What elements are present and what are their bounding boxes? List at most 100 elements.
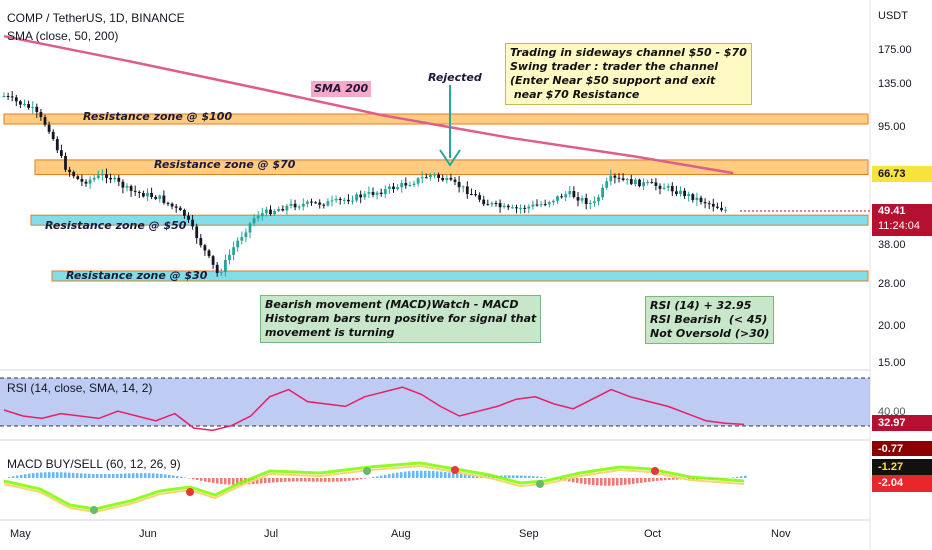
candle-body xyxy=(133,190,137,192)
last-price-badge: 49.41 11:24:04 xyxy=(872,204,932,236)
candle-body xyxy=(617,177,621,179)
candle-body xyxy=(412,183,416,185)
macd-histogram-bar xyxy=(580,478,583,484)
macd-histogram-bar xyxy=(356,478,359,480)
macd-histogram-bar xyxy=(664,478,667,481)
macd-histogram-bar xyxy=(624,478,627,485)
sma200-value-badge: 66.73 xyxy=(872,166,932,182)
macd-histogram-bar xyxy=(204,478,207,482)
macd-histogram-bar xyxy=(640,478,643,483)
candle-body xyxy=(2,96,6,98)
candle-body xyxy=(461,186,465,188)
candle-body xyxy=(527,206,531,209)
candle-body xyxy=(670,186,674,192)
candle-body xyxy=(174,206,178,208)
macd-histogram-bar xyxy=(468,474,471,478)
macd-histogram-bar xyxy=(304,478,307,482)
candle-body xyxy=(129,186,133,191)
macd-histogram-bar xyxy=(112,473,115,478)
macd-histogram-bar xyxy=(104,474,107,478)
macd-histogram-bar xyxy=(172,475,175,478)
macd-line xyxy=(3,461,745,511)
candle-body xyxy=(166,202,170,204)
macd-histogram-bar xyxy=(300,478,303,482)
macd-histogram-bar xyxy=(56,472,59,478)
macd-histogram-bar xyxy=(412,470,415,478)
candle-body xyxy=(420,177,424,179)
candle-body xyxy=(666,186,670,188)
macd-histogram-bar xyxy=(276,478,279,483)
macd-histogram-bar xyxy=(576,478,579,483)
macd-histogram-bar xyxy=(16,475,19,478)
candle-body xyxy=(465,186,469,195)
candle-body xyxy=(248,223,252,233)
candle-body xyxy=(342,199,346,201)
macd-histogram-bar xyxy=(236,478,239,485)
candle-body xyxy=(711,203,715,207)
macd-histogram-bar xyxy=(588,478,591,485)
candle-body xyxy=(367,192,371,194)
macd-histogram-bar xyxy=(560,478,563,480)
xtick-jun: Jun xyxy=(139,528,157,540)
candle-body xyxy=(556,196,559,201)
candle-body xyxy=(334,199,338,201)
macd-histogram-bar xyxy=(448,472,451,478)
macd-histogram-bar xyxy=(84,473,87,478)
candle-body xyxy=(260,213,264,217)
candle-body xyxy=(199,238,203,246)
candle-body xyxy=(691,194,695,200)
candle-body xyxy=(572,191,576,198)
macd-histogram-bar xyxy=(452,472,455,478)
candle-body xyxy=(236,240,240,248)
candle-body xyxy=(232,247,235,255)
macd-histogram-bar xyxy=(420,470,423,478)
macd-signal-dot xyxy=(651,467,659,475)
candle-body xyxy=(43,117,47,125)
macd-histogram-bar xyxy=(568,478,571,482)
rsi-value-badge: 32.97 xyxy=(872,415,932,431)
candle-body xyxy=(228,254,231,260)
macd-histogram-bar xyxy=(140,473,143,478)
macd-histogram-bar xyxy=(180,476,183,478)
macd-histogram-bar xyxy=(312,478,315,482)
macd-histogram-bar xyxy=(364,478,367,479)
macd-histogram-bar xyxy=(64,472,67,478)
candle-body xyxy=(252,218,256,224)
candle-body xyxy=(60,150,63,156)
macd-histogram-bar xyxy=(604,478,607,486)
macd-histogram-bar xyxy=(72,472,75,478)
macd-histogram-bar xyxy=(520,475,523,478)
candle-body xyxy=(23,103,26,105)
candle-body xyxy=(388,186,391,190)
macd-histogram-bar xyxy=(288,478,291,482)
macd-histogram-bar xyxy=(148,473,151,478)
macd-note: Bearish movement (MACD)Watch - MACD Hist… xyxy=(260,295,542,343)
sma-indicator-label: SMA (close, 50, 200) xyxy=(7,29,119,43)
macd-histogram-bar xyxy=(28,473,31,478)
macd-histogram-bar xyxy=(536,476,539,478)
macd-histogram-bar xyxy=(540,476,543,478)
macd-histogram-bar xyxy=(124,473,127,478)
macd-histogram-bar xyxy=(732,477,735,478)
macd-histogram-bar xyxy=(504,475,507,478)
candle-body xyxy=(662,187,666,189)
candle-body xyxy=(400,183,404,188)
macd-histogram-bar xyxy=(388,474,391,478)
macd-histogram-bar xyxy=(256,478,259,484)
candle-body xyxy=(502,205,506,208)
candle-body xyxy=(10,96,14,98)
xtick-nov: Nov xyxy=(771,528,791,540)
macd-signal-dot xyxy=(186,488,194,496)
candle-body xyxy=(51,131,55,140)
candle-body xyxy=(580,198,584,201)
macd-histogram-bar xyxy=(428,470,431,478)
candle-body xyxy=(383,189,387,194)
macd-histogram-bar xyxy=(284,478,287,482)
macd-histogram-bar xyxy=(456,473,459,478)
candle-body xyxy=(392,186,395,190)
ytick-20: 20.00 xyxy=(878,320,906,332)
ytick-15: 15.00 xyxy=(878,357,906,369)
candle-body xyxy=(355,194,358,201)
sma200-label: SMA 200 xyxy=(311,81,372,97)
macd-histogram-bar xyxy=(424,470,427,478)
